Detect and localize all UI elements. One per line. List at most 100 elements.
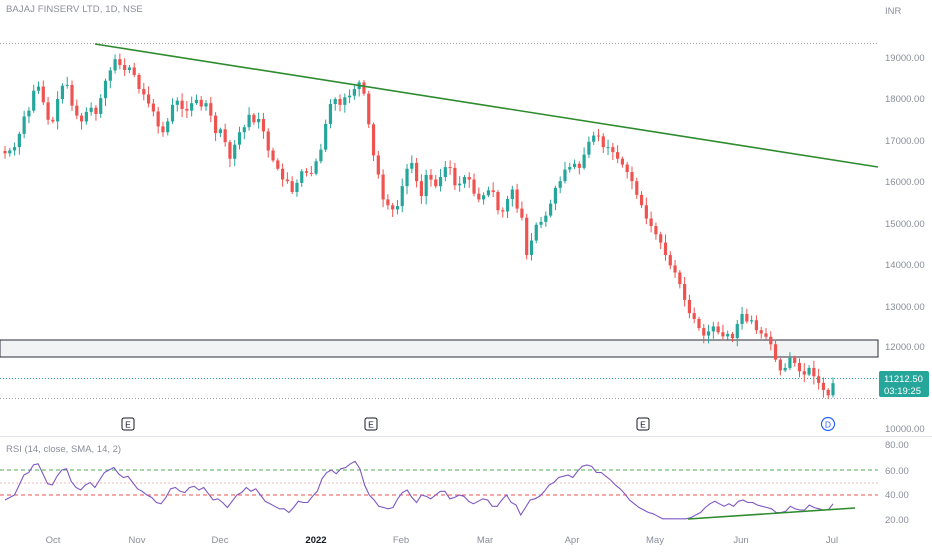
candle: [213, 112, 218, 142]
rsi-pane[interactable]: [0, 460, 878, 520]
candle: [821, 377, 826, 398]
candle: [89, 102, 93, 116]
price-axis[interactable]: 19000.00 18000.00 17000.00 16000.00 1500…: [879, 53, 929, 435]
candle-body: [113, 59, 117, 71]
candle-body: [587, 141, 591, 155]
candle: [242, 124, 246, 140]
candle: [75, 99, 79, 120]
candle-body: [410, 162, 414, 169]
candle: [702, 323, 706, 344]
candle-body: [510, 189, 514, 200]
candle-body: [405, 168, 409, 187]
candle-body: [304, 171, 309, 173]
candle: [376, 150, 380, 179]
candle-body: [539, 221, 543, 225]
candle: [27, 107, 31, 124]
candle-body: [209, 103, 213, 116]
candle: [773, 339, 778, 362]
earnings-marker[interactable]: E: [636, 417, 650, 431]
candle: [161, 121, 165, 137]
candle: [649, 211, 653, 233]
candle-body: [740, 313, 744, 324]
rsi-trendline[interactable]: [687, 507, 856, 520]
candle-body: [285, 179, 289, 182]
candle: [410, 155, 414, 174]
earnings-marker[interactable]: E: [121, 417, 135, 431]
candle: [462, 175, 467, 188]
candle: [247, 107, 251, 131]
candle: [501, 207, 505, 218]
candle-body: [79, 115, 84, 122]
candle: [438, 168, 443, 192]
candle-body: [750, 320, 754, 322]
candle-body: [170, 104, 175, 122]
candle-body: [137, 74, 141, 90]
price-tick: 19000.00: [885, 53, 925, 64]
candle: [3, 145, 7, 159]
candle-body: [32, 90, 36, 111]
candle: [568, 162, 572, 173]
symbol-title[interactable]: BAJAJ FINSERV LTD, 1D, NSE: [6, 4, 143, 15]
candle: [596, 129, 601, 142]
rsi-indicator-label[interactable]: RSI (14, close, SMA, 14, 2): [6, 444, 121, 455]
candle-body: [496, 191, 500, 211]
candle: [659, 231, 663, 249]
time-tick: 2022: [305, 535, 326, 546]
candle: [515, 183, 519, 213]
candle-body: [218, 129, 222, 134]
candle-body: [266, 131, 270, 151]
candle: [496, 190, 500, 215]
candle-body: [549, 203, 553, 216]
candle-body: [151, 103, 155, 112]
candle: [386, 194, 390, 210]
last-price-label: 11212.50 03:19:25: [879, 371, 929, 397]
candle-body: [711, 326, 715, 332]
candle: [17, 131, 21, 155]
candle-body: [127, 67, 132, 70]
candle: [673, 260, 677, 278]
candle-body: [520, 208, 524, 218]
candle: [443, 161, 447, 182]
svg-text:D: D: [825, 420, 831, 430]
price-trendline[interactable]: [94, 43, 879, 168]
dividend-marker[interactable]: D: [820, 416, 836, 432]
rsi-axis[interactable]: 80.00 60.00 40.00 20.00: [885, 440, 909, 526]
candle: [280, 163, 285, 187]
price-pane[interactable]: E E E D: [0, 43, 879, 432]
candle-body: [706, 331, 711, 336]
candle: [194, 94, 199, 105]
candle-body: [663, 242, 668, 256]
time-axis[interactable]: Oct Nov Dec 2022 Feb Mar Apr May Jun Jul: [46, 535, 838, 546]
candle-body: [443, 167, 447, 178]
candle-body: [204, 103, 208, 107]
candle: [467, 172, 471, 188]
candle-body: [807, 367, 811, 375]
candle: [735, 319, 739, 347]
candle-body: [338, 99, 342, 105]
candle-body: [8, 150, 12, 154]
candle: [486, 186, 490, 198]
candle: [65, 76, 69, 89]
candle: [108, 67, 112, 89]
candle-body: [175, 100, 179, 105]
candle: [553, 185, 558, 211]
candle-body: [482, 195, 486, 200]
candle: [156, 106, 160, 134]
candle-body: [146, 94, 151, 104]
candle: [625, 162, 629, 179]
candle: [266, 128, 270, 158]
time-tick: May: [646, 535, 664, 546]
candle-body: [611, 147, 615, 153]
candle-body: [190, 103, 194, 111]
candle-body: [65, 84, 69, 86]
price-tick: 15000.00: [885, 219, 925, 230]
candle: [94, 105, 98, 121]
candle: [190, 96, 194, 117]
candle-body: [434, 179, 438, 187]
candle: [539, 216, 543, 229]
candle-body: [75, 105, 79, 116]
earnings-marker[interactable]: E: [364, 417, 378, 431]
candle: [520, 201, 524, 221]
candle: [362, 80, 366, 96]
